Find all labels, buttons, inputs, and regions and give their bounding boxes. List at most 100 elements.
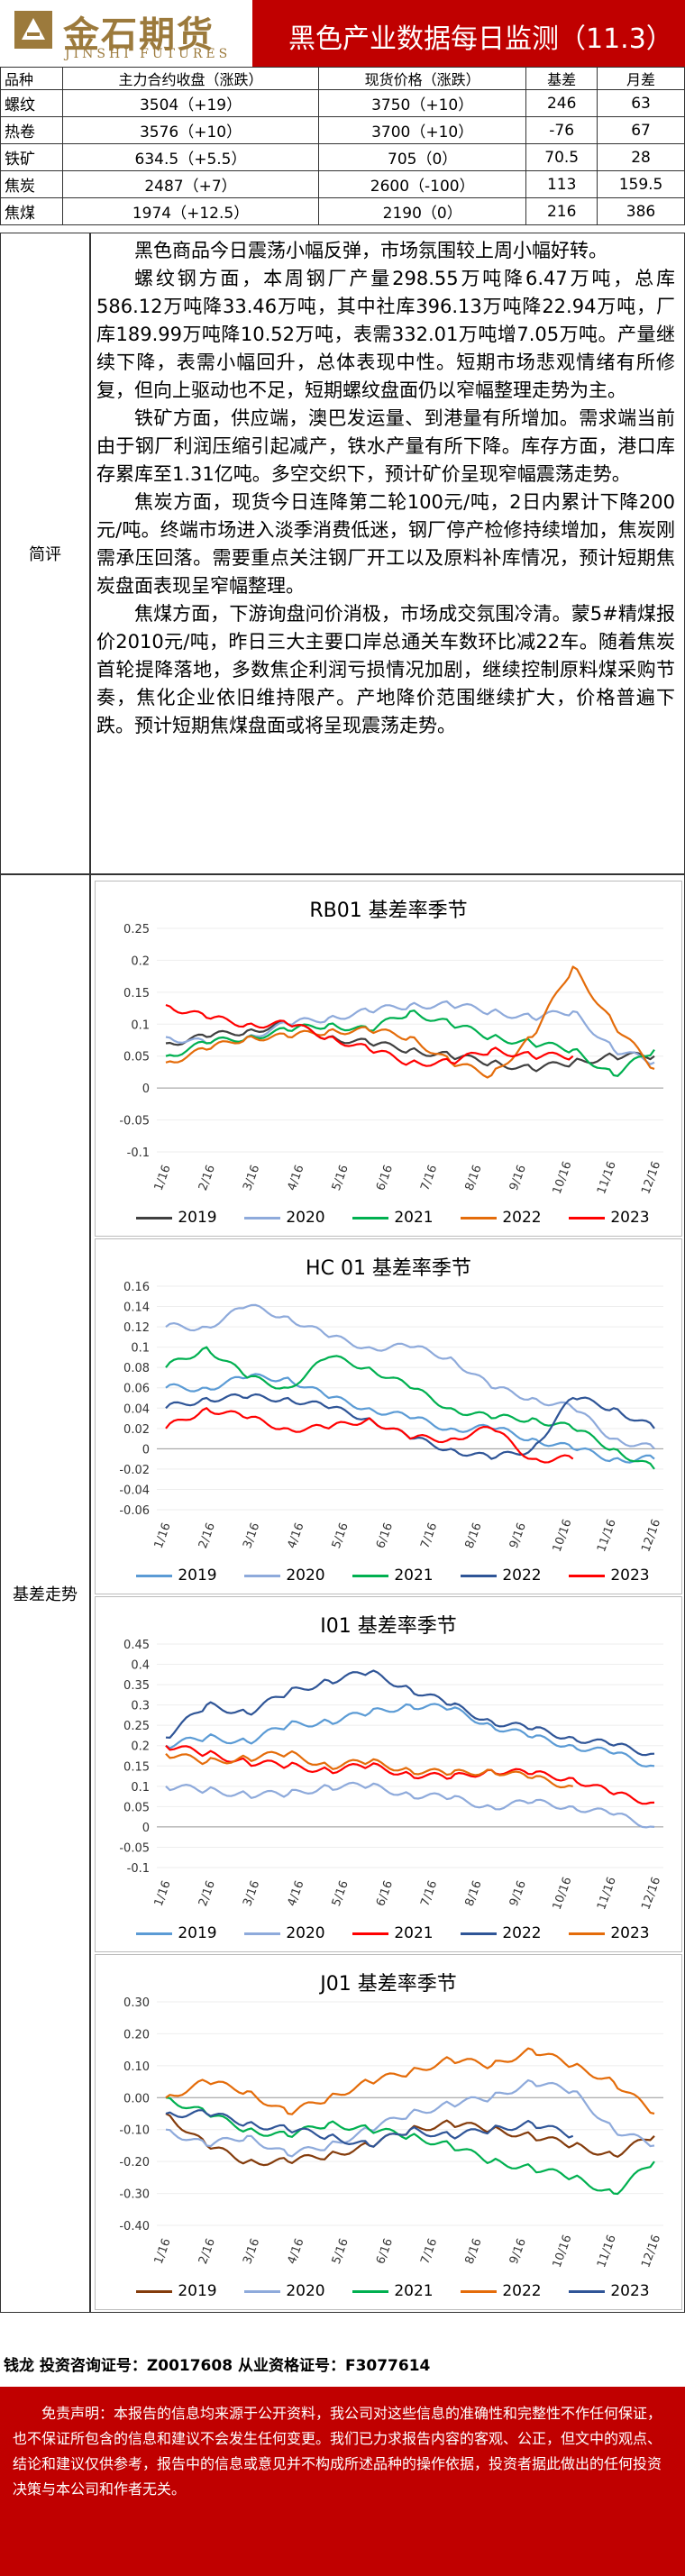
legend-item: 2019 — [136, 2282, 217, 2300]
cell-spread: 67 — [597, 116, 685, 144]
y-tick-label: 0.4 — [131, 1659, 150, 1673]
y-tick-label: 0 — [142, 1822, 150, 1835]
legend-swatch — [352, 1932, 389, 1935]
y-tick-label: 0.15 — [123, 1760, 150, 1774]
cell-basis: 113 — [525, 170, 598, 198]
disclaimer: 免责声明：本报告的信息均来源于公开资料，我公司对这些信息的准确性和完整性不作任何… — [0, 2387, 685, 2576]
series-line-2020 — [165, 1303, 655, 1450]
x-tick-label: 12/16 — [639, 1160, 663, 1196]
series-line-2022 — [165, 965, 655, 1079]
cell-spot: 2190（0） — [318, 197, 527, 225]
series-line-2019 — [165, 1020, 655, 1073]
table-row: 铁矿 634.5（+5.5） 705（0） 70.5 28 — [0, 143, 685, 171]
x-tick-label: 7/16 — [418, 1879, 440, 1909]
legend-label: 2019 — [178, 1567, 217, 1585]
legend-swatch — [244, 1574, 281, 1577]
series-line-2020 — [165, 2078, 655, 2158]
cell-spread: 386 — [597, 197, 685, 225]
legend-item: 2020 — [244, 2282, 325, 2300]
y-tick-label: 0.16 — [123, 1281, 150, 1294]
legend-label: 2023 — [610, 1567, 650, 1585]
x-tick-label: 8/16 — [463, 1521, 485, 1551]
x-tick-label: 9/16 — [507, 1879, 529, 1909]
x-tick-label: 3/16 — [241, 1164, 262, 1193]
chart-rb01: RB01 基差率季节 0.25 0.2 0.15 0.1 0.05 0 -0.05 -0.1 1/… — [95, 881, 682, 1237]
x-tick-label: 9/16 — [507, 1521, 529, 1551]
series-line-2023 — [165, 1750, 573, 1789]
chart-legend: 2019 2020 2021 2022 2023 — [123, 2282, 663, 2300]
legend-label: 2021 — [394, 2282, 434, 2300]
x-tick-label: 10/16 — [551, 1518, 575, 1554]
legend-swatch — [569, 2289, 606, 2293]
series-line-2023 — [165, 2109, 574, 2148]
y-tick-label: 0.04 — [123, 1402, 150, 1416]
x-tick-label: 2/16 — [196, 2237, 218, 2267]
x-tick-label: 12/16 — [639, 2233, 663, 2270]
legend-label: 2019 — [178, 1924, 217, 1942]
y-tick-label: 0.2 — [131, 955, 150, 968]
x-tick-label: 3/16 — [241, 2237, 262, 2267]
table-row: 螺纹 3504（+19） 3750（+10） 246 63 — [0, 89, 685, 117]
table-row: 焦炭 2487（+7） 2600（-100） 113 159.5 — [0, 170, 685, 198]
y-tick-label: -0.02 — [119, 1464, 150, 1477]
y-tick-label: 0.06 — [123, 1383, 150, 1396]
y-tick-label: -0.04 — [119, 1484, 150, 1497]
legend-label: 2020 — [286, 2282, 325, 2300]
x-tick-label: 12/16 — [639, 1876, 663, 1912]
y-tick-label: -0.20 — [119, 2156, 150, 2170]
x-tick-label: 8/16 — [463, 1879, 485, 1909]
x-tick-label: 11/16 — [595, 1518, 619, 1554]
x-tick-label: 4/16 — [285, 2237, 306, 2267]
y-tick-label: 0.14 — [123, 1302, 150, 1315]
chart-legend: 2019 2020 2021 2022 2023 — [123, 1924, 663, 1942]
chart-title: RB01 基差率季节 — [309, 900, 468, 922]
x-tick-label: 11/16 — [595, 1160, 619, 1196]
y-tick-label: 0.08 — [123, 1362, 150, 1375]
legend-swatch — [569, 1574, 606, 1577]
y-tick-label: -0.30 — [119, 2188, 150, 2202]
legend-label: 2021 — [394, 1924, 434, 1942]
legend-item: 2022 — [461, 1924, 542, 1942]
x-tick-label: 3/16 — [241, 1879, 262, 1909]
x-tick-label: 9/16 — [507, 2237, 529, 2267]
cell-product: 焦煤 — [0, 197, 63, 225]
legend-label: 2020 — [286, 1924, 325, 1942]
legend-item: 2023 — [569, 1924, 650, 1942]
chart-title: J01 基差率季节 — [320, 1973, 457, 1996]
comment-body: 黑色商品今日震荡小幅反弹，市场氛围较上周小幅好转。 螺纹钢方面，本周钢厂产量29… — [90, 233, 685, 874]
y-tick-label: 0.00 — [123, 2092, 150, 2106]
y-tick-label: 0.05 — [123, 1051, 150, 1064]
cell-spot: 705（0） — [318, 143, 527, 171]
x-tick-label: 1/16 — [152, 1164, 174, 1193]
legend-swatch — [569, 1216, 606, 1219]
analyst-info: 钱龙 投资咨询证号：Z0017608 从业资格证号：F3077614 — [4, 2357, 431, 2375]
cell-spot: 3750（+10） — [318, 89, 527, 117]
basis-label: 基差走势 — [0, 874, 90, 2313]
x-tick-label: 6/16 — [374, 1879, 396, 1909]
report-header: 金石期货 JINSHI FUTURES 黑色产业数据每日监测（11.3） — [0, 0, 685, 67]
y-tick-label: 0.15 — [123, 987, 150, 1000]
x-tick-label: 11/16 — [595, 2233, 619, 2270]
series-line-2019 — [165, 1703, 655, 1768]
x-tick-label: 4/16 — [285, 1521, 306, 1551]
chart-i01: I01 基差率季节 0.45 0.4 0.35 0.3 0.25 0.2 0.15 0.1 0.0… — [95, 1596, 682, 1952]
legend-label: 2023 — [610, 1924, 650, 1942]
x-tick-label: 12/16 — [639, 1518, 663, 1554]
report-title: 黑色产业数据每日监测（11.3） — [288, 23, 673, 55]
legend-swatch — [136, 1574, 173, 1577]
chart-plot: 0.45 0.4 0.35 0.3 0.25 0.2 0.15 0.1 0.05 0 -0.05 -0… — [119, 1639, 663, 1912]
cell-spread: 159.5 — [597, 170, 685, 198]
series-line-2021 — [165, 2096, 655, 2196]
y-tick-label: -0.1 — [127, 1146, 150, 1160]
y-tick-label: 0.10 — [123, 2060, 150, 2074]
y-tick-label: 0.25 — [123, 923, 150, 936]
disclaimer-text: 免责声明：本报告的信息均来源于公开资料，我公司对这些信息的准确性和完整性不作任何… — [13, 2405, 662, 2498]
y-tick-label: 0 — [142, 1443, 150, 1457]
comment-paragraph: 焦炭方面，现货今日连降第二轮100元/吨，2日内累计下降200元/吨。终端市场进… — [96, 491, 675, 597]
legend-swatch — [244, 1216, 281, 1219]
x-tick-label: 1/16 — [152, 1521, 174, 1551]
chart-j01: J01 基差率季节 0.30 0.20 0.10 0.00 -0.10 -0.20 -0.30… — [95, 1954, 682, 2310]
x-tick-label: 2/16 — [196, 1521, 218, 1551]
x-tick-label: 2/16 — [196, 1164, 218, 1193]
legend-item: 2021 — [352, 2282, 434, 2300]
